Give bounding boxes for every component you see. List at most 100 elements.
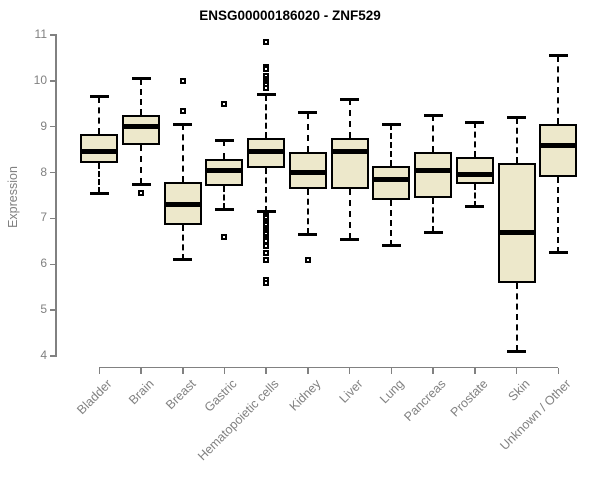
whisker-lower-brain [140, 145, 143, 185]
median-liver [332, 149, 367, 155]
whisker-upper-gastric [223, 140, 226, 159]
outlier-hematopoietic-cells [263, 256, 270, 263]
whisker-cap-upper-liver [340, 97, 360, 101]
whisker-upper-kidney [306, 112, 309, 152]
whisker-cap-upper-lung [381, 122, 401, 126]
whisker-lower-bladder [98, 163, 101, 194]
whisker-lower-lung [390, 200, 393, 246]
whisker-lower-gastric [223, 186, 226, 210]
x-tick [307, 367, 309, 374]
whisker-cap-lower-bladder [89, 191, 109, 195]
whisker-cap-lower-liver [340, 237, 360, 241]
box-liver [330, 138, 369, 189]
outlier-hematopoietic-cells [263, 38, 270, 45]
outlier-brain [138, 190, 145, 197]
whisker-cap-lower-kidney [298, 232, 318, 236]
y-tick-label: 9 [40, 118, 47, 133]
whisker-upper-unknown-other [557, 55, 560, 125]
y-tick-label: 8 [40, 164, 47, 179]
whisker-cap-upper-hematopoietic-cells [256, 93, 276, 97]
chart-title: ENSG00000186020 - ZNF529 [199, 8, 381, 23]
whisker-cap-upper-gastric [214, 138, 234, 142]
outlier-hematopoietic-cells [263, 249, 270, 256]
y-tick-label: 4 [40, 348, 47, 362]
x-tick [182, 367, 184, 374]
whisker-upper-prostate [473, 122, 476, 157]
outlier-gastric [221, 233, 228, 240]
box-pancreas [414, 151, 453, 198]
x-tick [98, 367, 101, 374]
whisker-upper-breast [181, 124, 184, 182]
y-tick-label: 11 [34, 27, 47, 41]
median-prostate [457, 172, 492, 178]
whisker-cap-upper-unknown-other [548, 54, 568, 58]
whisker-lower-breast [181, 225, 184, 260]
whisker-upper-lung [390, 124, 393, 166]
median-skin [499, 229, 534, 235]
y-tick [50, 80, 56, 82]
x-tick [432, 367, 434, 374]
box-brain [122, 115, 161, 146]
y-tick [50, 355, 56, 357]
outlier-hematopoietic-cells [263, 279, 270, 286]
median-hematopoietic-cells [249, 149, 284, 155]
median-lung [374, 176, 409, 182]
whisker-upper-pancreas [432, 115, 435, 152]
y-tick [50, 309, 56, 311]
whisker-lower-kidney [306, 188, 309, 235]
box-skin [497, 163, 536, 283]
y-tick [50, 217, 56, 220]
x-tick [348, 367, 351, 374]
x-axis-line [99, 366, 559, 369]
box-prostate [455, 156, 494, 185]
whisker-cap-lower-gastric [214, 207, 234, 211]
x-tick [223, 367, 226, 374]
whisker-lower-skin [515, 282, 518, 352]
median-pancreas [416, 167, 451, 173]
whisker-upper-hematopoietic-cells [265, 94, 268, 139]
whisker-upper-skin [515, 117, 518, 164]
x-tick [265, 367, 267, 374]
whisker-cap-lower-prostate [465, 205, 485, 209]
y-axis-label: Expression [6, 166, 20, 228]
median-unknown-other [541, 142, 576, 148]
whisker-cap-upper-pancreas [423, 113, 443, 117]
outlier-kidney [304, 256, 311, 263]
outlier-hematopoietic-cells [263, 84, 270, 91]
whisker-upper-bladder [98, 96, 101, 134]
whisker-upper-liver [348, 99, 351, 139]
y-axis-line [55, 34, 57, 357]
whisker-lower-liver [348, 188, 351, 240]
whisker-cap-lower-hematopoietic-cells [256, 210, 276, 214]
y-tick [50, 125, 56, 128]
whisker-cap-lower-pancreas [423, 230, 443, 234]
y-tick-label: 10 [33, 72, 47, 87]
whisker-lower-hematopoietic-cells [265, 167, 268, 212]
median-bladder [82, 149, 117, 155]
box-lung [372, 165, 411, 201]
whisker-upper-brain [140, 78, 143, 116]
whisker-lower-prostate [473, 184, 476, 207]
y-tick [50, 171, 56, 174]
y-tick-label: 6 [40, 256, 47, 271]
outlier-breast [179, 77, 186, 84]
outlier-hematopoietic-cells [263, 66, 270, 73]
whisker-cap-upper-breast [173, 122, 193, 126]
x-tick [474, 367, 476, 374]
whisker-cap-lower-breast [173, 258, 193, 262]
whisker-cap-lower-skin [507, 349, 527, 353]
outlier-breast [179, 107, 186, 114]
whisker-cap-lower-lung [381, 244, 401, 248]
outlier-gastric [221, 100, 228, 107]
whisker-cap-upper-skin [507, 116, 527, 120]
whisker-cap-lower-unknown-other [548, 251, 568, 255]
y-tick [50, 263, 56, 266]
whisker-lower-pancreas [432, 197, 435, 233]
x-tick [140, 367, 142, 374]
outlier-hematopoietic-cells [263, 242, 270, 249]
whisker-cap-lower-brain [131, 182, 151, 186]
x-tick [557, 367, 560, 374]
box-bladder [80, 133, 119, 164]
box-unknown-other [539, 124, 578, 178]
